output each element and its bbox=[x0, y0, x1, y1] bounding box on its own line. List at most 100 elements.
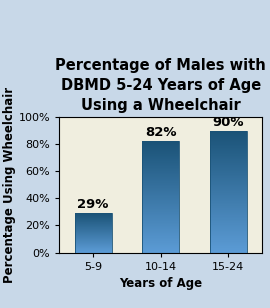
Bar bbox=[142, 239, 179, 240]
Bar bbox=[210, 132, 247, 133]
Bar bbox=[210, 228, 247, 229]
Bar bbox=[210, 238, 247, 239]
Bar bbox=[210, 168, 247, 169]
Bar bbox=[142, 209, 179, 210]
Bar bbox=[210, 231, 247, 232]
Title: Percentage of Males with
DBMD 5-24 Years of Age
Using a Wheelchair: Percentage of Males with DBMD 5-24 Years… bbox=[55, 59, 266, 113]
Bar bbox=[142, 245, 179, 246]
Bar bbox=[142, 154, 179, 155]
Bar bbox=[142, 236, 179, 237]
Bar bbox=[142, 202, 179, 203]
Y-axis label: Percentage Using Wheelchair: Percentage Using Wheelchair bbox=[3, 87, 16, 283]
Bar bbox=[210, 245, 247, 246]
Bar bbox=[210, 226, 247, 227]
Bar bbox=[142, 191, 179, 192]
Bar bbox=[210, 232, 247, 233]
Bar bbox=[142, 141, 179, 253]
Bar bbox=[142, 180, 179, 181]
Bar bbox=[142, 181, 179, 182]
Bar bbox=[142, 211, 179, 212]
Bar bbox=[142, 200, 179, 201]
Bar bbox=[210, 218, 247, 219]
Bar bbox=[142, 164, 179, 165]
Bar bbox=[142, 157, 179, 158]
Bar bbox=[142, 244, 179, 245]
Bar bbox=[142, 165, 179, 166]
Bar bbox=[210, 216, 247, 217]
Bar bbox=[210, 244, 247, 245]
Bar bbox=[142, 201, 179, 202]
Bar bbox=[142, 146, 179, 147]
Text: 29%: 29% bbox=[77, 198, 109, 211]
Bar bbox=[142, 177, 179, 178]
Bar bbox=[142, 182, 179, 183]
Bar bbox=[210, 178, 247, 179]
Bar bbox=[142, 219, 179, 220]
Bar bbox=[210, 154, 247, 155]
Bar bbox=[210, 145, 247, 146]
Bar bbox=[210, 224, 247, 225]
Bar bbox=[210, 203, 247, 204]
Bar bbox=[210, 251, 247, 252]
Bar bbox=[142, 173, 179, 174]
Bar bbox=[210, 165, 247, 166]
Bar bbox=[142, 225, 179, 226]
Bar bbox=[210, 206, 247, 207]
Bar bbox=[142, 217, 179, 218]
Bar bbox=[210, 198, 247, 199]
Bar bbox=[210, 131, 247, 253]
Bar bbox=[142, 235, 179, 236]
Bar bbox=[142, 167, 179, 168]
Bar bbox=[142, 210, 179, 211]
Bar bbox=[210, 209, 247, 210]
Bar bbox=[142, 233, 179, 234]
Bar bbox=[142, 214, 179, 215]
Bar bbox=[142, 155, 179, 156]
Bar bbox=[142, 196, 179, 197]
Bar bbox=[210, 138, 247, 139]
Bar bbox=[142, 161, 179, 162]
Bar bbox=[210, 229, 247, 230]
Bar bbox=[142, 160, 179, 161]
Bar bbox=[210, 143, 247, 144]
Bar bbox=[210, 222, 247, 223]
Bar bbox=[210, 158, 247, 159]
Bar bbox=[142, 183, 179, 184]
Bar bbox=[210, 208, 247, 209]
Bar bbox=[142, 229, 179, 230]
Bar bbox=[142, 215, 179, 216]
Bar bbox=[210, 184, 247, 185]
Bar bbox=[210, 213, 247, 214]
Bar bbox=[210, 186, 247, 187]
Bar bbox=[210, 144, 247, 145]
Bar bbox=[210, 248, 247, 249]
Bar bbox=[210, 162, 247, 163]
Bar bbox=[210, 149, 247, 150]
Bar bbox=[142, 175, 179, 176]
Bar bbox=[210, 172, 247, 173]
Bar bbox=[210, 146, 247, 147]
Bar bbox=[142, 169, 179, 170]
Bar bbox=[142, 147, 179, 148]
Bar bbox=[142, 247, 179, 248]
Bar bbox=[210, 240, 247, 241]
Bar bbox=[210, 134, 247, 135]
Bar bbox=[142, 221, 179, 222]
Bar bbox=[142, 170, 179, 171]
Bar bbox=[142, 187, 179, 188]
Bar bbox=[210, 196, 247, 197]
Bar bbox=[210, 135, 247, 136]
Bar bbox=[210, 137, 247, 138]
Bar bbox=[210, 167, 247, 168]
Bar bbox=[210, 151, 247, 152]
Bar bbox=[210, 183, 247, 184]
Bar bbox=[210, 173, 247, 174]
Bar bbox=[142, 248, 179, 249]
Bar bbox=[142, 250, 179, 251]
Bar bbox=[210, 185, 247, 186]
Bar bbox=[210, 199, 247, 200]
Bar bbox=[142, 252, 179, 253]
Bar bbox=[142, 158, 179, 159]
Bar bbox=[210, 249, 247, 250]
Bar bbox=[142, 163, 179, 164]
